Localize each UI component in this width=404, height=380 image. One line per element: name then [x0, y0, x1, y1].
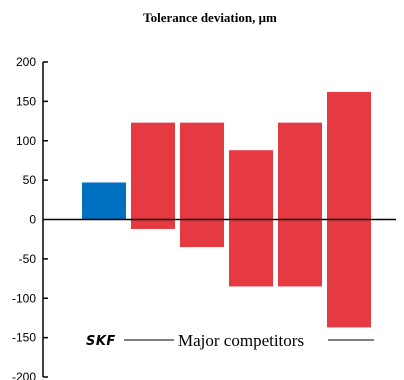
bar — [180, 122, 224, 248]
y-tick-label: -150 — [12, 331, 36, 345]
y-tick-label: 150 — [16, 94, 36, 108]
y-tick-label: 100 — [16, 134, 36, 148]
bar — [327, 91, 371, 328]
y-tick-label: 200 — [16, 55, 36, 69]
bar — [131, 122, 175, 229]
y-axis-ticks: 200 150 100 50 0 -50 -100 -150 -200 — [12, 55, 48, 380]
bar — [82, 182, 126, 220]
skf-logo-text: SKF — [86, 334, 116, 349]
bars — [82, 91, 371, 328]
chart-title: Tolerance deviation, μm — [143, 10, 277, 25]
bar — [229, 150, 273, 287]
major-competitors-label: Major competitors — [178, 331, 304, 350]
y-tick-label: -50 — [19, 252, 37, 266]
y-tick-label: 50 — [23, 173, 37, 187]
brand-annotation: SKF Major competitors — [86, 331, 374, 350]
bar — [278, 122, 322, 287]
y-tick-label: -100 — [12, 291, 36, 305]
y-tick-label: -200 — [12, 370, 36, 380]
y-tick-label: 0 — [29, 213, 36, 227]
